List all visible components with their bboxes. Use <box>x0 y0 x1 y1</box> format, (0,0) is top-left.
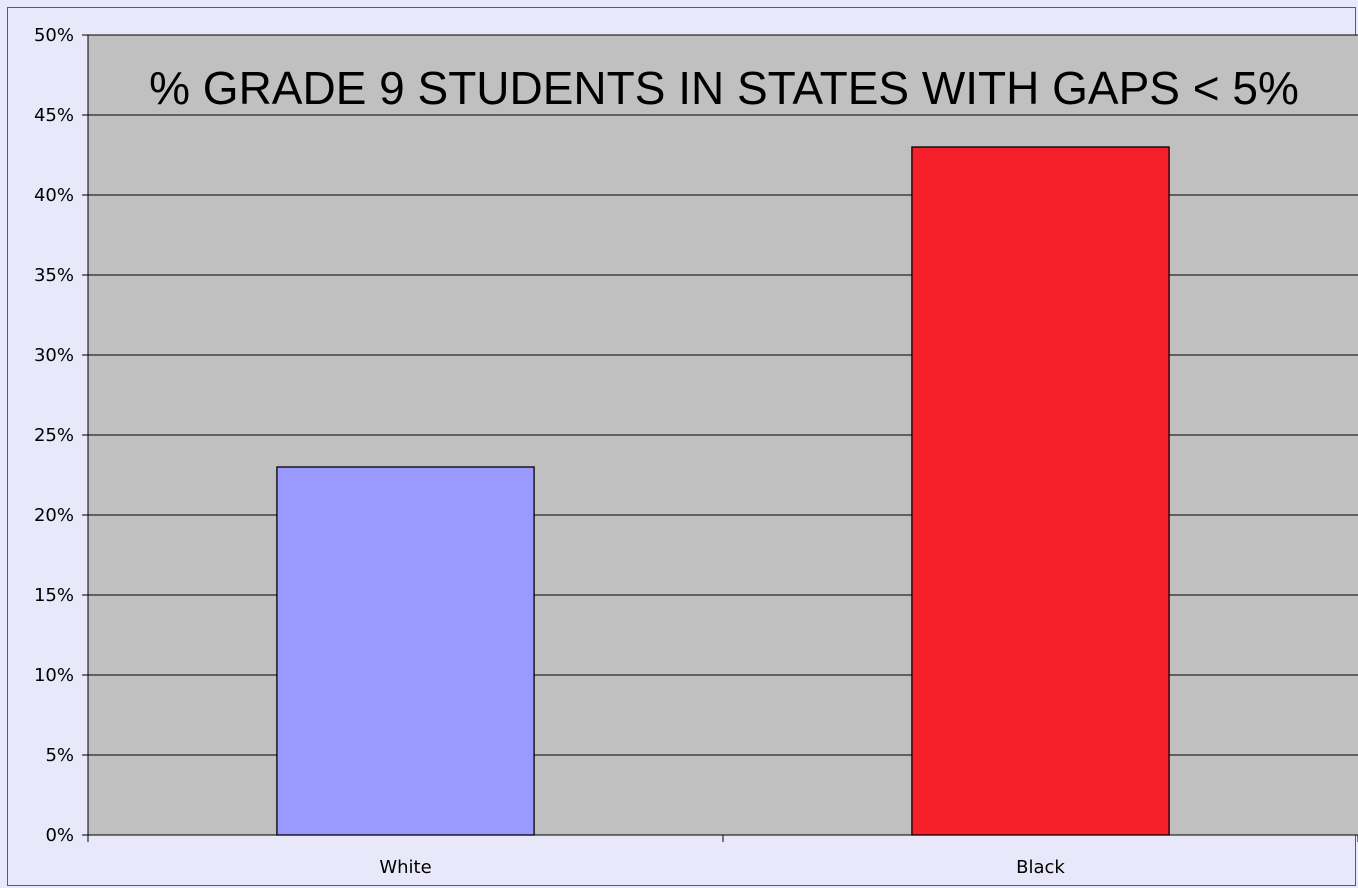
bars <box>276 146 1170 836</box>
y-tick-label: 20% <box>34 505 74 526</box>
y-tick-label: 10% <box>34 665 74 686</box>
x-axis-ticks: White Black <box>87 835 1358 878</box>
y-axis-ticks: 0% 5% 10% 15% 20% 25% 30% 35% 40% 45% 50% <box>34 25 88 846</box>
y-tick-label: 45% <box>34 105 74 126</box>
y-tick-label: 0% <box>45 825 74 846</box>
y-tick-label: 35% <box>34 265 74 286</box>
bar-white <box>276 466 535 836</box>
y-tick-label: 25% <box>34 425 74 446</box>
y-tick-label: 30% <box>34 345 74 366</box>
y-tick-label: 50% <box>34 25 74 46</box>
x-tick-label-black: Black <box>1016 857 1065 878</box>
bar-black <box>911 146 1170 836</box>
chart-title: % GRADE 9 STUDENTS IN STATES WITH GAPS <… <box>149 62 1299 114</box>
y-tick-label: 40% <box>34 185 74 206</box>
x-tick-label-white: White <box>379 857 431 878</box>
y-tick-label: 15% <box>34 585 74 606</box>
y-tick-label: 5% <box>45 745 74 766</box>
